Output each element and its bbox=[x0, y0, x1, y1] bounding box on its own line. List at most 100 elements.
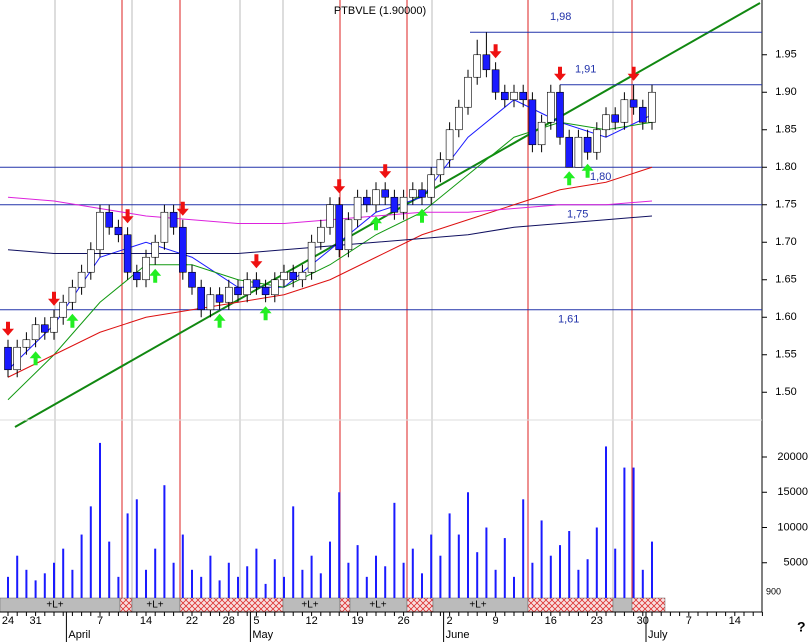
band-label: +L+ bbox=[146, 600, 163, 611]
volume-bar bbox=[62, 548, 65, 598]
candle-body bbox=[500, 91, 509, 101]
volume-bar bbox=[430, 534, 433, 598]
candle-body bbox=[96, 211, 104, 251]
candle-body bbox=[519, 91, 528, 101]
volume-bar bbox=[439, 555, 442, 598]
candle-body bbox=[629, 99, 638, 108]
candle-body bbox=[316, 226, 325, 243]
volume-bar bbox=[117, 576, 120, 598]
candle-body bbox=[133, 271, 141, 281]
candle-body bbox=[427, 174, 436, 198]
sell-arrow bbox=[176, 201, 189, 216]
moving-average bbox=[7, 166, 653, 378]
volume-bar bbox=[227, 562, 230, 598]
buy-arrow bbox=[563, 171, 576, 186]
candle-body bbox=[123, 234, 132, 273]
volume-bar bbox=[135, 499, 138, 598]
volume-bar bbox=[255, 548, 258, 598]
x-tick-label: 7 bbox=[97, 615, 103, 627]
volume-bar bbox=[237, 576, 239, 598]
level-label: 1,75 bbox=[567, 209, 588, 221]
x-tick-label: 26 bbox=[397, 615, 409, 627]
volume-bar bbox=[16, 555, 19, 598]
level-label: 1,91 bbox=[575, 64, 596, 76]
moving-average bbox=[7, 215, 653, 254]
volume-bar bbox=[80, 534, 83, 598]
y-tick-label: 1.80 bbox=[775, 161, 796, 173]
candle-body bbox=[390, 196, 399, 213]
buy-arrow bbox=[581, 163, 594, 178]
buy-arrow bbox=[149, 268, 162, 283]
volume-bar bbox=[384, 566, 387, 598]
candle-body bbox=[436, 159, 445, 176]
candle-body bbox=[31, 324, 40, 341]
sell-arrow bbox=[627, 66, 640, 81]
volume-bar bbox=[402, 562, 405, 598]
band bbox=[0, 597, 666, 613]
buy-arrow bbox=[29, 351, 42, 366]
candle-body bbox=[280, 271, 288, 281]
level-label: 1,61 bbox=[558, 314, 579, 326]
volume-bar bbox=[172, 562, 175, 598]
candle-body bbox=[408, 189, 417, 198]
candle-body bbox=[381, 189, 390, 198]
y-tick-label: 1.55 bbox=[775, 349, 796, 361]
candle-body bbox=[528, 99, 537, 146]
candle-body bbox=[592, 129, 601, 153]
candle-body bbox=[225, 286, 233, 303]
y2-tick-label: 20000 bbox=[777, 451, 808, 463]
volume-bar bbox=[200, 576, 203, 598]
volume-bar bbox=[264, 583, 267, 598]
volume-bar bbox=[641, 569, 644, 598]
band-label: +L+ bbox=[301, 600, 318, 611]
volume-bar bbox=[310, 555, 313, 598]
x-tick-label: 5 bbox=[253, 615, 259, 627]
candle-body bbox=[13, 346, 21, 371]
candle-body bbox=[40, 324, 49, 333]
candle-body bbox=[4, 346, 12, 371]
volume-bar bbox=[522, 499, 525, 598]
volume-bar bbox=[577, 569, 580, 598]
y-tick-label: 1.90 bbox=[775, 86, 796, 98]
sell-arrow bbox=[48, 291, 60, 306]
volume-bar bbox=[605, 446, 607, 598]
moving-average bbox=[7, 99, 653, 371]
volume-bar bbox=[292, 506, 295, 598]
volume-bar bbox=[559, 545, 561, 598]
candle-body bbox=[537, 121, 546, 146]
volume-bar bbox=[421, 573, 423, 598]
candle-body bbox=[307, 241, 316, 273]
volume-bar bbox=[181, 534, 184, 598]
candle-body bbox=[188, 271, 196, 288]
volume-bar bbox=[71, 569, 74, 598]
candle-body bbox=[445, 129, 454, 161]
volume-bar bbox=[476, 552, 479, 598]
y-tick-label: 1.85 bbox=[775, 124, 796, 136]
x-tick-label: 31 bbox=[29, 615, 41, 627]
help-label[interactable]: ? bbox=[797, 619, 806, 635]
month-label: June bbox=[446, 629, 470, 641]
volume-bar bbox=[154, 548, 157, 598]
candle-body bbox=[418, 189, 426, 198]
volume-bar bbox=[467, 492, 469, 598]
candle-body bbox=[142, 256, 150, 281]
sell-arrow bbox=[554, 66, 566, 81]
sell-arrow bbox=[121, 209, 134, 224]
volume-bar bbox=[568, 531, 571, 598]
volume-bar bbox=[586, 559, 589, 598]
sell-arrow bbox=[379, 164, 392, 179]
volume-bar bbox=[273, 559, 276, 598]
volume-bar bbox=[513, 576, 515, 598]
candle-body bbox=[215, 294, 224, 303]
buy-arrow bbox=[370, 216, 382, 231]
x-tick-label: 12 bbox=[305, 615, 317, 627]
x-tick-label: 2 bbox=[447, 615, 453, 627]
buy-arrow bbox=[259, 306, 272, 321]
x-tick-label: 24 bbox=[2, 615, 14, 627]
volume-bar bbox=[448, 513, 451, 598]
volume-bar bbox=[356, 545, 359, 598]
candle-body bbox=[289, 271, 298, 281]
candle-body bbox=[574, 136, 583, 168]
x-tick-label: 22 bbox=[186, 615, 198, 627]
